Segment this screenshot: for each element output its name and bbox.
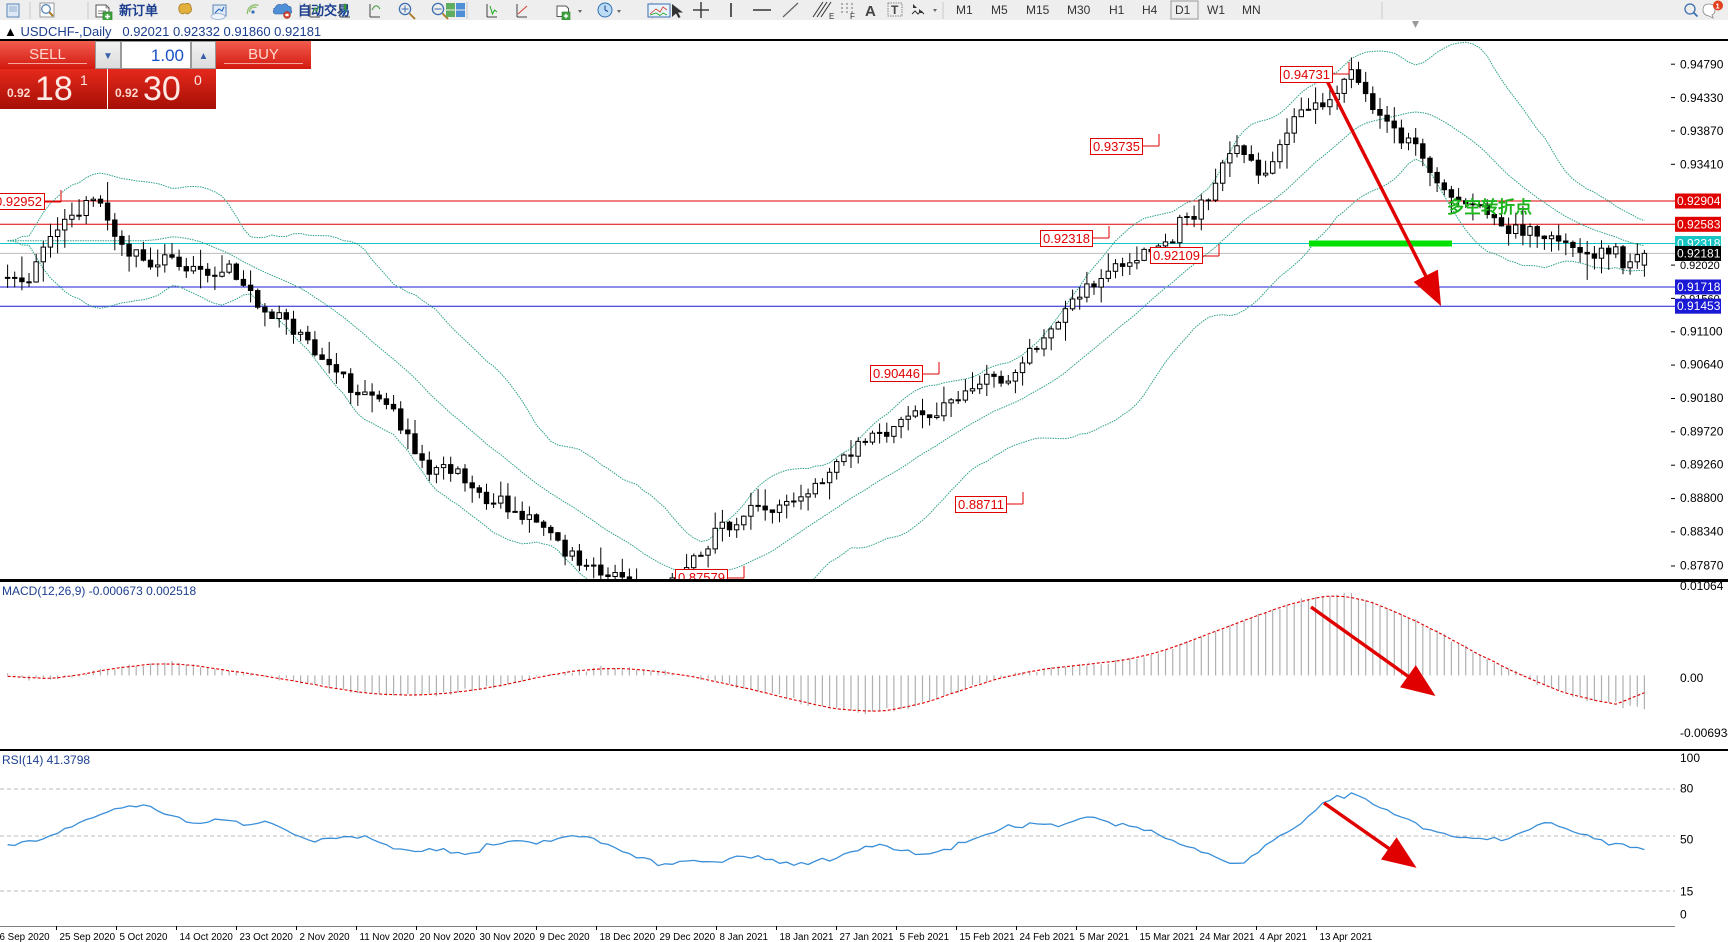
svg-text:80: 80 [1680,782,1694,796]
svg-text:30 Nov 2020: 30 Nov 2020 [480,932,536,942]
svg-text:20 Nov 2020: 20 Nov 2020 [420,932,476,942]
svg-text:23 Oct 2020: 23 Oct 2020 [240,932,294,942]
svg-text:5 Oct 2020: 5 Oct 2020 [120,932,168,942]
svg-text:50: 50 [1680,833,1694,847]
svg-text:13 Apr 2021: 13 Apr 2021 [1320,932,1373,942]
svg-text:24 Mar 2021: 24 Mar 2021 [1200,932,1255,942]
svg-text:100: 100 [1680,751,1700,765]
svg-text:5 Mar 2021: 5 Mar 2021 [1080,932,1130,942]
svg-text:24 Feb 2021: 24 Feb 2021 [1020,932,1075,942]
svg-text:15 Feb 2021: 15 Feb 2021 [960,932,1015,942]
svg-text:18 Dec 2020: 18 Dec 2020 [600,932,656,942]
svg-text:18 Jan 2021: 18 Jan 2021 [780,932,834,942]
svg-text:6 Sep 2020: 6 Sep 2020 [0,932,50,942]
svg-text:25 Sep 2020: 25 Sep 2020 [60,932,116,942]
svg-text:8 Jan 2021: 8 Jan 2021 [720,932,768,942]
svg-text:2 Nov 2020: 2 Nov 2020 [300,932,351,942]
svg-text:5 Feb 2021: 5 Feb 2021 [900,932,950,942]
svg-text:11 Nov 2020: 11 Nov 2020 [360,932,415,942]
svg-text:9 Dec 2020: 9 Dec 2020 [540,932,591,942]
svg-text:29 Dec 2020: 29 Dec 2020 [660,932,716,942]
svg-text:0: 0 [1680,908,1687,922]
svg-text:4 Apr 2021: 4 Apr 2021 [1260,932,1307,942]
svg-text:27 Jan 2021: 27 Jan 2021 [840,932,894,942]
svg-text:15 Mar 2021: 15 Mar 2021 [1140,932,1195,942]
svg-text:15: 15 [1680,885,1694,899]
svg-text:14 Oct 2020: 14 Oct 2020 [180,932,234,942]
